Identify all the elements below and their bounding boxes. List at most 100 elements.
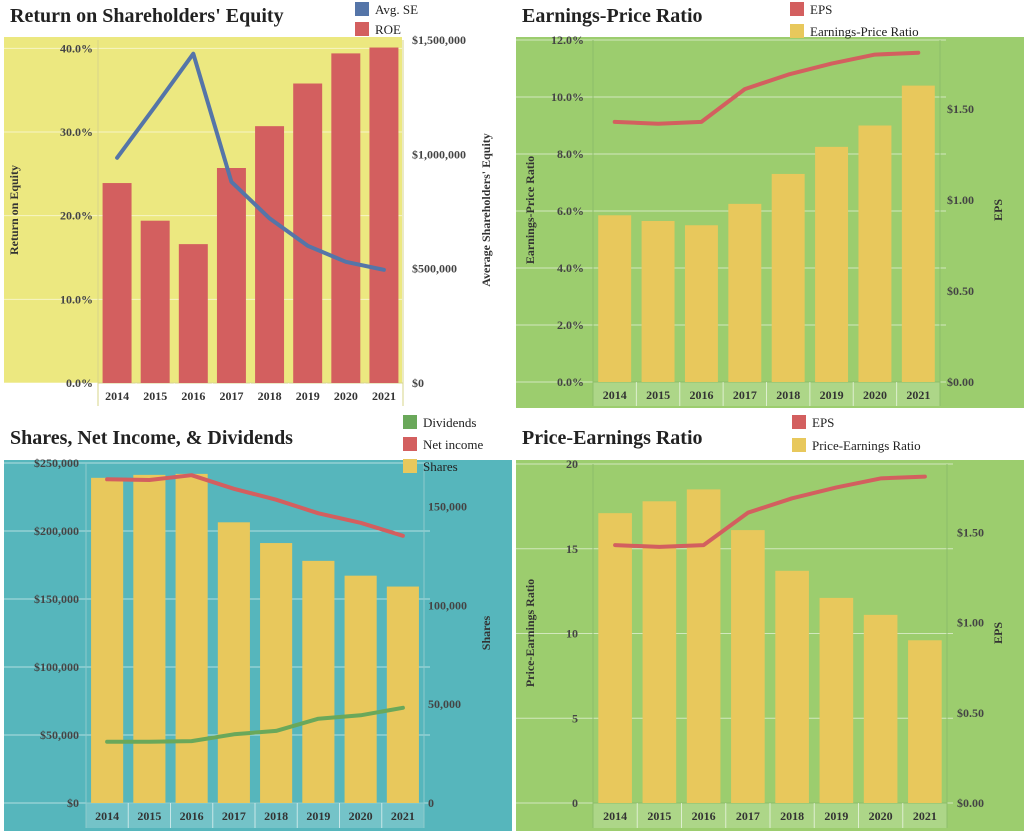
- bar-roe: [369, 47, 399, 383]
- legend-label-eps: EPS: [810, 2, 832, 17]
- legend-swatch-dividends: [403, 415, 417, 429]
- x-tick-label: 2021: [372, 389, 396, 403]
- bar-earnings-price-ratio: [858, 125, 892, 382]
- bar-shares: [91, 477, 124, 803]
- x-tick-label: 2019: [296, 389, 320, 403]
- line-eps: [613, 474, 927, 549]
- x-tick-label: 2020: [334, 389, 358, 403]
- legend-label-price-earnings-ratio: Price-Earnings Ratio: [812, 438, 921, 453]
- y-right-tick-label: $1.00: [957, 616, 984, 630]
- y-left-tick-label: 10: [566, 627, 578, 641]
- x-tick-label: 2016: [181, 389, 205, 403]
- legend-label-avg-se: Avg. SE: [375, 2, 418, 17]
- bar-earnings-price-ratio: [815, 146, 849, 382]
- bar-shares: [175, 473, 208, 803]
- plot-background: [516, 460, 1024, 831]
- y-right-axis-title: EPS: [991, 622, 1005, 644]
- x-tick-label: 2014: [95, 809, 119, 823]
- shares-chart-panel: Shares, Net Income, & Dividends $0 $50,00…: [0, 408, 512, 831]
- y-right-tick-label: $1.50: [947, 102, 974, 116]
- legend-label-roe: ROE: [375, 22, 401, 37]
- bar-earnings-price-ratio: [598, 215, 632, 382]
- y-left-axis-title: Earnings-Price Ratio: [523, 156, 537, 264]
- x-tick-label: 2015: [646, 388, 670, 402]
- y-right-tick-label: $0.00: [957, 796, 984, 810]
- y-right-axis-title: EPS: [991, 199, 1005, 221]
- bar-earnings-price-ratio: [728, 203, 762, 382]
- bar-price-earnings-ratio: [819, 597, 854, 803]
- bar-price-earnings-ratio: [908, 640, 942, 803]
- bar-roe: [255, 126, 285, 384]
- y-right-tick-label: 150,000: [428, 499, 467, 513]
- chart-title: Return on Shareholders' Equity: [10, 5, 284, 27]
- y-left-tick-label: 20.0%: [60, 209, 93, 223]
- bar-shares: [302, 560, 335, 803]
- y-right-tick-label: $0.50: [957, 706, 984, 720]
- bar-roe: [216, 167, 246, 383]
- legend-swatch-roe: [355, 22, 369, 36]
- y-left-tick-label: 4.0%: [557, 261, 584, 275]
- line-dividends: [105, 705, 405, 744]
- line-eps: [612, 50, 921, 126]
- bar-price-earnings-ratio: [642, 501, 677, 803]
- x-tick-label: 2021: [391, 809, 415, 823]
- x-tick-label: 2016: [180, 809, 204, 823]
- x-tick-label: 2020: [349, 809, 373, 823]
- bar-shares: [133, 474, 166, 803]
- y-left-tick-label: $100,000: [34, 660, 79, 674]
- x-tick-label: 2014: [603, 388, 627, 402]
- y-left-axis-title: Return on Equity: [7, 165, 21, 255]
- bar-price-earnings-ratio: [775, 570, 809, 803]
- x-tick-label: 2015: [137, 809, 161, 823]
- bar-price-earnings-ratio: [731, 530, 765, 803]
- x-tick-label: 2021: [913, 809, 937, 823]
- legend-swatch-price-earnings-ratio: [792, 438, 806, 452]
- chart-title: Earnings-Price Ratio: [522, 5, 703, 27]
- price-earnings-chart: 0 5 10 15 20 $0.00 $0.50 $1.00 $1.50 2014 2015 2016…: [516, 415, 1024, 831]
- legend-swatch-eps: [792, 415, 806, 429]
- x-tick-label: 2017: [222, 809, 246, 823]
- y-left-tick-label: 20: [566, 457, 578, 471]
- legend-label-earnings-price-ratio: Earnings-Price Ratio: [810, 24, 919, 39]
- y-right-tick-label: $1.50: [957, 526, 984, 540]
- y-right-tick-label: 50,000: [428, 697, 461, 711]
- y-left-tick-label: $0: [67, 796, 79, 810]
- x-tick-label: 2018: [776, 388, 800, 402]
- y-left-tick-label: 0.0%: [66, 376, 93, 390]
- x-tick-label: 2019: [824, 809, 848, 823]
- x-tick-label: 2014: [603, 809, 627, 823]
- bar-earnings-price-ratio: [901, 85, 935, 382]
- legend-label-dividends: Dividends: [423, 415, 476, 430]
- x-tick-label: 2015: [143, 389, 167, 403]
- y-left-tick-label: 30.0%: [60, 125, 93, 139]
- legend-swatch-earnings-price-ratio: [790, 24, 804, 38]
- chart-title: Shares, Net Income, & Dividends: [10, 427, 293, 449]
- y-left-axis-title: Price-Earnings Ratio: [523, 579, 537, 687]
- x-tick-label: 2018: [780, 809, 804, 823]
- y-left-tick-label: 40.0%: [60, 41, 93, 55]
- y-right-tick-label: $1,000,000: [412, 147, 466, 161]
- y-right-axis-title: Average Shareholders' Equity: [479, 133, 493, 287]
- legend-swatch-eps: [790, 2, 804, 16]
- bar-roe: [293, 83, 323, 383]
- y-right-tick-label: $1.00: [947, 193, 974, 207]
- plot-background: [516, 37, 1024, 408]
- bar-roe: [102, 183, 132, 383]
- shares-chart: $0 $50,000 $100,000 $150,000 $200,000 $250,00…: [4, 415, 512, 831]
- legend-swatch-shares: [403, 459, 417, 473]
- y-left-tick-label: 10.0%: [60, 292, 93, 306]
- y-right-tick-label: $1,500,000: [412, 33, 466, 47]
- y-left-tick-label: 0.0%: [557, 375, 584, 389]
- y-left-tick-label: 0: [572, 796, 578, 810]
- y-left-tick-label: $50,000: [40, 728, 79, 742]
- y-left-tick-label: 2.0%: [557, 318, 584, 332]
- y-right-tick-label: $500,000: [412, 262, 457, 276]
- y-left-tick-label: 15: [566, 542, 578, 556]
- bar-shares: [344, 575, 377, 803]
- y-left-tick-label: 10.0%: [551, 90, 584, 104]
- bar-price-earnings-ratio: [598, 513, 632, 803]
- bar-roe: [178, 244, 208, 383]
- x-tick-label: 2017: [733, 388, 757, 402]
- x-tick-label: 2016: [692, 809, 716, 823]
- x-tick-label: 2018: [264, 809, 288, 823]
